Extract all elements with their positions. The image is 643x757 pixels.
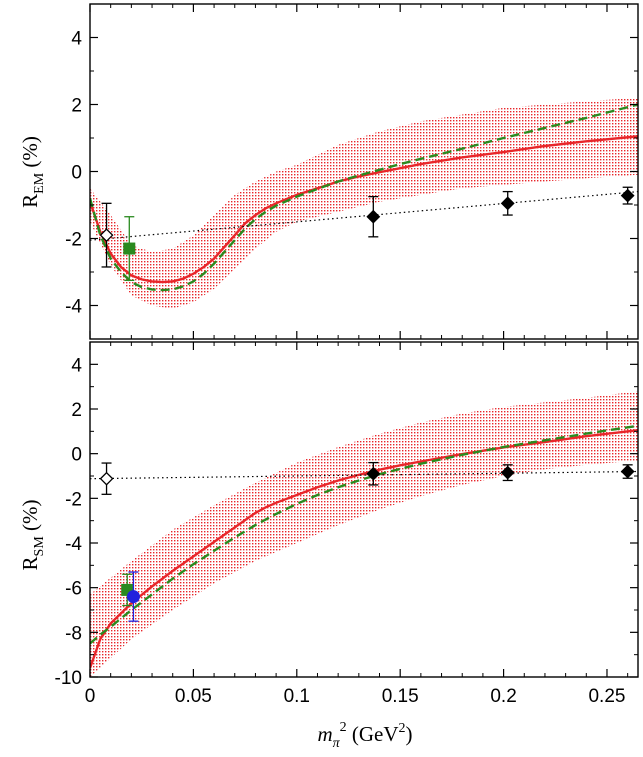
xlabel-sup: 2 xyxy=(340,720,347,735)
xtick-label: 0.1 xyxy=(284,686,310,707)
bottom-ytick-label: -4 xyxy=(65,534,82,555)
xtick-label: 0 xyxy=(85,686,96,707)
xtick-label: 0.25 xyxy=(588,686,625,707)
xtick-label: 0.15 xyxy=(382,686,419,707)
bottom-marker-open-diamond xyxy=(99,471,114,486)
top-ytick-label: -4 xyxy=(65,297,82,318)
bottom-marker-diamond-3 xyxy=(620,464,635,479)
top-ytick-label: 2 xyxy=(71,96,82,117)
bottom-ytick-label: -6 xyxy=(65,579,82,600)
top-marker-open-diamond xyxy=(99,228,114,243)
bottom-point-diamond-2 xyxy=(500,464,515,482)
top-marker-green-square xyxy=(123,242,136,255)
bottom-point-blue-circle xyxy=(126,571,140,622)
top-plot-area xyxy=(90,97,638,309)
bottom-ytick-label: 4 xyxy=(71,355,82,376)
top-marker-diamond-1 xyxy=(366,209,381,224)
bottom-ytick-label: 2 xyxy=(71,400,82,421)
bottom-ytick-label: -8 xyxy=(65,623,82,644)
xlabel-var: m xyxy=(317,722,332,746)
top-series-dashed xyxy=(90,103,638,292)
xtick-label: 0.2 xyxy=(490,686,516,707)
ylabel-top-main: R xyxy=(18,194,42,208)
bottom-frame xyxy=(89,341,639,678)
xlabel: mπ2 (GeV2) xyxy=(317,720,412,751)
panel-rsm: -10 -8 -6 -4 -2 0 2 4 0 0.05 0.1 0.15 0.2 0.25 xyxy=(55,341,639,707)
panel-rem: -4 -2 0 2 4 xyxy=(65,3,639,340)
top-ytick-label: 0 xyxy=(71,163,82,184)
bottom-series-solid xyxy=(90,429,638,669)
xlabel-sub: π xyxy=(333,736,341,751)
ylabel-bottom: RSM (%) xyxy=(18,500,47,571)
top-ytick-label: -2 xyxy=(65,230,82,251)
top-point-green-square xyxy=(123,216,136,282)
top-point-diamond-1 xyxy=(366,195,381,238)
top-point-open-diamond xyxy=(99,202,114,268)
top-ytick-label: 4 xyxy=(71,29,82,50)
bottom-ytick-label: 0 xyxy=(71,445,82,466)
bottom-ytick-label: -10 xyxy=(55,668,82,689)
ylabel-bottom-main: R xyxy=(18,556,42,570)
bottom-error-band xyxy=(90,391,638,677)
xlabel-unit-sup: 2 xyxy=(399,721,406,736)
bottom-point-open-diamond xyxy=(99,462,114,495)
top-error-band xyxy=(90,97,638,309)
ylabel-top-sub: EM xyxy=(32,172,47,194)
bottom-marker-diamond-2 xyxy=(500,465,515,480)
ylabel-top: REM (%) xyxy=(18,136,47,208)
top-marker-diamond-2 xyxy=(500,196,515,211)
xlabel-unit-open: (GeV xyxy=(352,722,399,746)
xtick-label: 0.05 xyxy=(175,686,212,707)
top-marker-diamond-3 xyxy=(620,188,635,203)
ylabel-top-unit: (%) xyxy=(18,136,42,167)
bottom-ytick-label: -2 xyxy=(65,489,82,510)
top-point-diamond-3 xyxy=(620,186,635,205)
top-point-diamond-2 xyxy=(500,190,515,216)
ylabel-bottom-unit: (%) xyxy=(18,500,42,531)
ylabel-bottom-sub: SM xyxy=(32,536,47,557)
bottom-marker-blue-circle xyxy=(126,590,140,604)
bottom-marker-diamond-1 xyxy=(366,466,381,481)
xlabel-unit-close: ) xyxy=(406,722,413,746)
top-series-solid xyxy=(90,135,638,284)
bottom-series-dotted xyxy=(90,470,638,480)
bottom-point-diamond-3 xyxy=(620,464,635,479)
top-series-dotted xyxy=(90,191,638,241)
bottom-point-diamond-1 xyxy=(366,461,381,486)
bottom-plot-area xyxy=(90,391,638,677)
bottom-series-dashed xyxy=(90,424,638,645)
